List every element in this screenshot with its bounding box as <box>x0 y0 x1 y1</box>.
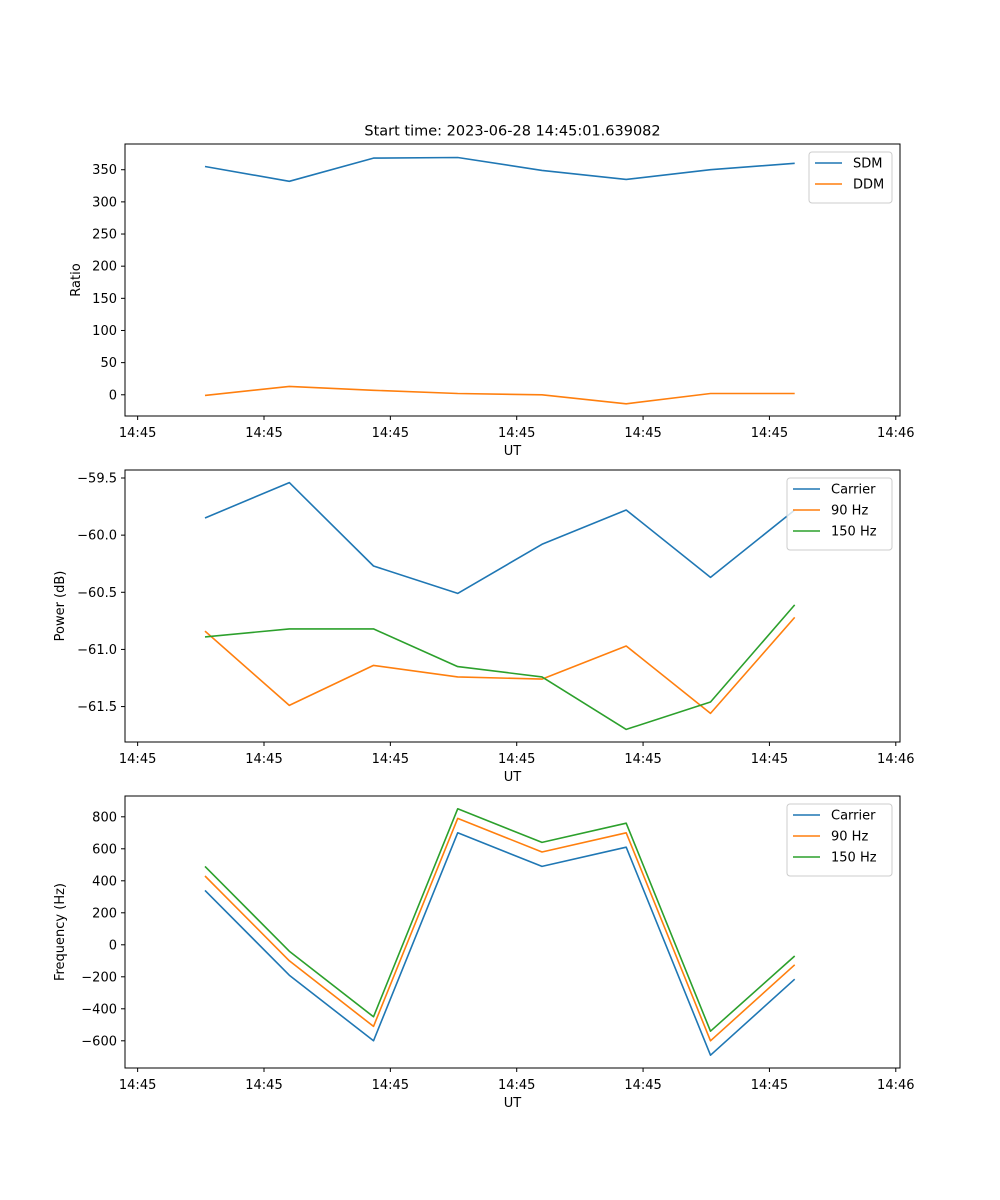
x-tick-label: 14:45 <box>245 1078 282 1093</box>
figure-title: Start time: 2023-06-28 14:45:01.639082 <box>364 124 660 140</box>
series-line-150-hz <box>204 807 796 1032</box>
y-axis-label: Ratio <box>69 263 84 296</box>
chart-panel-3: 14:45 14:45 14:45 14:45 14:45 14:45 14:46 800 60… <box>53 795 915 1111</box>
legend-label: 150 Hz <box>831 851 877 866</box>
y-tick-label: −59.5 <box>77 472 117 487</box>
y-tick-label: 200 <box>92 906 117 921</box>
legend-label: 150 Hz <box>831 525 877 540</box>
x-tick-label: 14:45 <box>751 1078 788 1093</box>
y-tick-label: 600 <box>92 842 117 857</box>
plot-area-frame <box>124 469 901 743</box>
x-tick-label: 14:45 <box>119 1078 156 1093</box>
x-tick-label: 14:45 <box>624 752 661 767</box>
y-tick-label: −60.5 <box>77 586 117 601</box>
y-tick-label: 0 <box>109 388 117 403</box>
y-tick-label: 350 <box>92 163 117 178</box>
y-tick-label: 300 <box>92 195 117 210</box>
series-line-carrier <box>204 481 796 595</box>
x-tick-label: 14:45 <box>498 1078 535 1093</box>
legend-label: SDM <box>853 157 882 172</box>
legend-box <box>786 477 893 551</box>
x-tick-label: 14:45 <box>245 426 282 441</box>
y-tick-label: −61.5 <box>77 700 117 715</box>
legend-label: DDM <box>853 178 884 193</box>
legend-label: 90 Hz <box>831 504 868 519</box>
legend-label: Carrier <box>831 809 876 824</box>
x-tick-label: 14:45 <box>119 426 156 441</box>
y-tick-label: 50 <box>100 356 117 371</box>
series-line-ddm <box>204 385 795 405</box>
plot-area-frame <box>124 143 901 417</box>
y-tick-label: −61.0 <box>77 643 117 658</box>
y-tick-label: −60.0 <box>77 529 117 544</box>
series-line-150-hz <box>204 604 796 731</box>
y-tick-label: 0 <box>109 938 117 953</box>
legend: Carrier 90 Hz 150 Hz <box>786 477 893 551</box>
x-axis-label: UT <box>504 770 522 785</box>
y-axis-label: Power (dB) <box>53 571 68 642</box>
legend-box <box>808 151 893 204</box>
x-tick-label: 14:45 <box>372 752 409 767</box>
x-tick-label: 14:46 <box>877 752 914 767</box>
x-tick-label: 14:45 <box>119 752 156 767</box>
legend: SDM DDM <box>808 151 893 204</box>
x-axis-label: UT <box>504 1096 522 1111</box>
x-tick-label: 14:45 <box>245 752 282 767</box>
plot-area-frame <box>124 795 901 1069</box>
y-tick-label: −600 <box>81 1034 117 1049</box>
y-tick-label: 150 <box>92 292 117 307</box>
series-line-90-hz <box>204 616 796 715</box>
x-tick-label: 14:45 <box>751 752 788 767</box>
y-tick-label: 800 <box>92 810 117 825</box>
x-tick-label: 14:46 <box>877 426 914 441</box>
x-tick-label: 14:45 <box>372 1078 409 1093</box>
series-line-90-hz <box>204 817 796 1042</box>
x-tick-label: 14:45 <box>498 752 535 767</box>
legend-label: Carrier <box>831 483 876 498</box>
x-tick-label: 14:45 <box>372 426 409 441</box>
x-tick-label: 14:45 <box>751 426 788 441</box>
chart-panel-2: 14:45 14:45 14:45 14:45 14:45 14:45 14:46 −59.5… <box>53 469 915 785</box>
legend-label: 90 Hz <box>831 830 868 845</box>
x-tick-label: 14:45 <box>624 1078 661 1093</box>
x-tick-label: 14:45 <box>624 426 661 441</box>
x-tick-label: 14:45 <box>498 426 535 441</box>
y-tick-label: 400 <box>92 874 117 889</box>
y-tick-label: −400 <box>81 1002 117 1017</box>
series-line-carrier <box>204 831 796 1056</box>
y-tick-label: 250 <box>92 228 117 243</box>
series-line-sdm <box>204 156 795 183</box>
y-tick-label: 200 <box>92 260 117 275</box>
y-tick-label: 100 <box>92 324 117 339</box>
x-axis-label: UT <box>504 444 522 459</box>
chart-panel-1: 14:45 14:45 14:45 14:45 14:45 14:45 14:46 0 50 10… <box>69 143 915 459</box>
x-tick-label: 14:46 <box>877 1078 914 1093</box>
y-axis-label: Frequency (Hz) <box>53 883 68 981</box>
y-tick-label: −200 <box>81 970 117 985</box>
legend: Carrier 90 Hz 150 Hz <box>786 803 893 877</box>
legend-box <box>786 803 893 877</box>
